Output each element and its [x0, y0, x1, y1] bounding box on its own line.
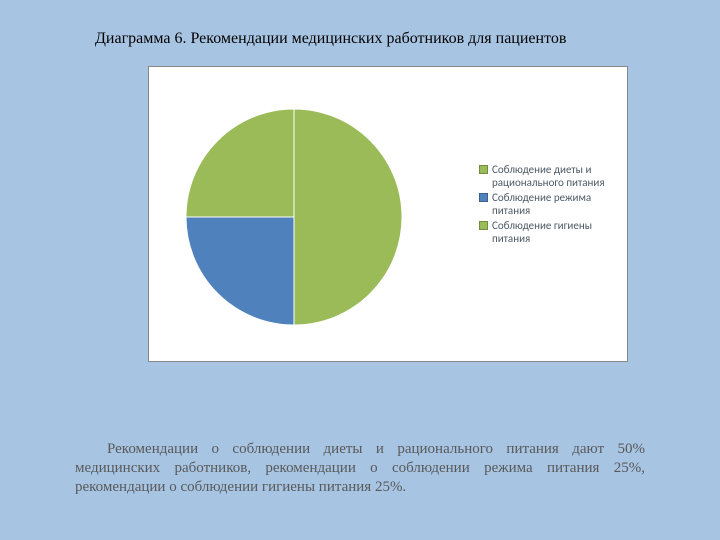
- legend-swatch: [479, 193, 488, 202]
- chart-legend: Соблюдение диеты и рационального питания…: [479, 163, 619, 247]
- legend-item: Соблюдение гигиены питания: [479, 219, 619, 245]
- pie-slice: [186, 109, 294, 217]
- legend-swatch: [479, 221, 488, 230]
- caption-text: Рекомендации о соблюдении диеты и рацион…: [75, 440, 645, 497]
- legend-swatch: [479, 165, 488, 174]
- pie-slice: [294, 109, 402, 325]
- legend-item: Соблюдение диеты и рационального питания: [479, 163, 619, 189]
- legend-label: Соблюдение диеты и рационального питания: [492, 163, 619, 189]
- pie-slice: [186, 217, 294, 325]
- legend-item: Соблюдение режима питания: [479, 191, 619, 217]
- page: Диаграмма 6. Рекомендации медицинских ра…: [0, 0, 720, 540]
- chart-container: Соблюдение диеты и рационального питания…: [148, 66, 628, 362]
- legend-label: Соблюдение режима питания: [492, 191, 619, 217]
- legend-label: Соблюдение гигиены питания: [492, 219, 619, 245]
- chart-title: Диаграмма 6. Рекомендации медицинских ра…: [95, 30, 566, 48]
